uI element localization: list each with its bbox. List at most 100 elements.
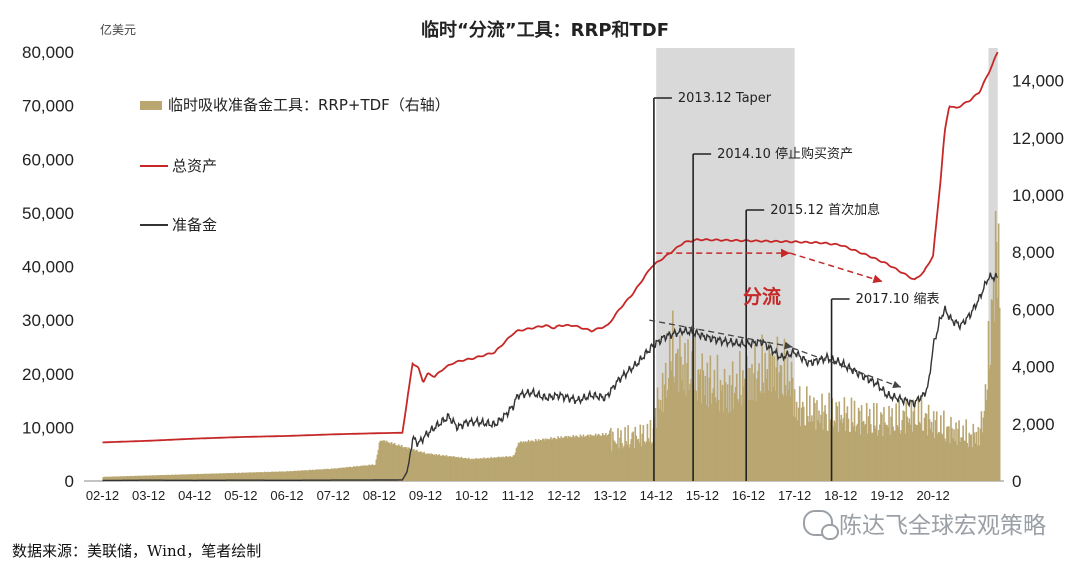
rrp-tdf-bar	[615, 443, 617, 481]
rrp-tdf-bar	[792, 415, 795, 481]
rrp-tdf-bar	[202, 474, 205, 481]
rrp-tdf-bar	[857, 407, 860, 481]
rrp-tdf-bar	[269, 472, 272, 481]
rrp-tdf-bar	[284, 471, 286, 481]
rrp-tdf-bar	[701, 353, 704, 481]
rrp-tdf-bar	[473, 458, 475, 481]
rrp-tdf-bar	[530, 440, 533, 481]
rrp-tdf-bar	[588, 436, 591, 481]
rrp-tdf-bar	[626, 444, 628, 481]
rrp-tdf-bar	[932, 411, 935, 481]
rrp-tdf-bar	[432, 454, 435, 481]
rrp-tdf-bar	[518, 443, 521, 481]
rrp-tdf-bar	[912, 411, 915, 481]
rrp-tdf-bar	[453, 456, 456, 481]
rrp-tdf-bar	[415, 450, 417, 481]
rrp-tdf-bar	[449, 456, 452, 481]
rrp-tdf-bar	[467, 457, 470, 481]
rrp-tdf-bar	[884, 422, 886, 481]
rrp-tdf-bar	[278, 471, 280, 481]
rrp-tdf-bar	[733, 392, 736, 481]
rrp-tdf-bar	[307, 470, 310, 481]
rrp-tdf-bar	[895, 403, 897, 481]
rrp-tdf-bar	[929, 428, 932, 481]
rrp-tdf-bar	[249, 472, 252, 481]
rrp-tdf-bar	[201, 473, 204, 481]
rrp-tdf-bar	[219, 473, 221, 481]
rrp-tdf-bar	[231, 472, 233, 481]
left-y-tick: 30,000	[22, 311, 74, 330]
rrp-tdf-bar	[441, 455, 444, 481]
rrp-tdf-bar	[489, 458, 491, 481]
rrp-tdf-bar	[691, 351, 693, 481]
rrp-tdf-bar	[768, 341, 771, 481]
rrp-tdf-bar	[987, 321, 990, 481]
x-tick: 08-12	[363, 488, 396, 503]
rrp-tdf-bar	[522, 441, 525, 481]
rrp-tdf-bar	[903, 411, 906, 481]
rrp-tdf-bar	[149, 475, 151, 481]
rrp-tdf-bar	[117, 476, 120, 481]
rrp-tdf-bar	[220, 473, 222, 481]
rrp-tdf-bar	[595, 436, 598, 481]
rrp-tdf-bar	[885, 424, 887, 481]
rrp-tdf-bar	[678, 392, 680, 481]
rrp-tdf-bar	[930, 421, 933, 481]
rrp-tdf-bar	[813, 397, 815, 481]
rrp-tdf-bar	[936, 434, 939, 481]
rrp-tdf-bar	[578, 437, 581, 481]
rrp-tdf-bar	[548, 439, 550, 481]
rrp-tdf-bar	[627, 425, 629, 481]
rrp-tdf-bar	[248, 472, 251, 481]
rrp-tdf-bar	[892, 426, 894, 481]
rrp-tdf-bar	[925, 414, 928, 481]
rrp-tdf-bar	[477, 459, 479, 481]
rrp-tdf-bar	[283, 471, 285, 481]
rrp-tdf-bar	[118, 476, 121, 481]
down-arrow-red	[789, 252, 883, 284]
rrp-tdf-bar	[795, 401, 798, 481]
rrp-tdf-bar	[422, 453, 424, 481]
rrp-tdf-bar	[632, 431, 635, 481]
rrp-tdf-bar	[439, 455, 442, 481]
rrp-tdf-bar	[480, 458, 482, 481]
rrp-tdf-bar	[601, 433, 604, 481]
rrp-tdf-bar	[478, 458, 480, 481]
rrp-tdf-bar	[395, 445, 398, 481]
rrp-tdf-bar	[107, 476, 110, 481]
rrp-tdf-bar	[989, 365, 992, 481]
rrp-tdf-bar	[321, 469, 324, 481]
rrp-tdf-bar	[915, 425, 918, 481]
rrp-tdf-bar	[169, 474, 172, 481]
rrp-tdf-bar	[297, 470, 299, 481]
rrp-tdf-bar	[319, 469, 322, 481]
rrp-tdf-bar	[514, 452, 517, 481]
rrp-tdf-bar	[740, 394, 742, 481]
rrp-tdf-bar	[665, 397, 668, 481]
rrp-tdf-bar	[715, 401, 718, 481]
rrp-tdf-bar	[460, 456, 463, 481]
rrp-tdf-bar	[778, 372, 781, 481]
rrp-tdf-bar	[990, 299, 993, 481]
rrp-tdf-bar	[824, 405, 826, 481]
rrp-tdf-bar	[378, 442, 381, 481]
rrp-tdf-bar	[327, 469, 330, 481]
tick-labels: 0 10,000 20,000 30,000 40,000 50,000 60,000 70,…	[22, 43, 1064, 503]
rrp-tdf-bar	[387, 442, 390, 481]
rrp-tdf-bar	[136, 475, 139, 481]
rrp-tdf-bar	[797, 407, 800, 481]
rrp-tdf-bar	[849, 431, 852, 481]
rrp-tdf-bar	[807, 416, 809, 481]
rrp-tdf-bar	[262, 472, 265, 481]
rrp-tdf-bar	[611, 450, 613, 481]
right-y-tick: 2,000	[1012, 415, 1055, 434]
rrp-tdf-bar	[495, 457, 497, 481]
rrp-tdf-bar	[686, 362, 688, 481]
rrp-tdf-bar	[965, 419, 967, 481]
rrp-tdf-bar	[610, 427, 612, 481]
rrp-tdf-bar	[260, 472, 263, 481]
rrp-tdf-bar	[638, 442, 641, 481]
rrp-tdf-bar	[165, 475, 168, 481]
rrp-tdf-bar	[347, 467, 349, 481]
rrp-tdf-bar	[340, 468, 342, 481]
